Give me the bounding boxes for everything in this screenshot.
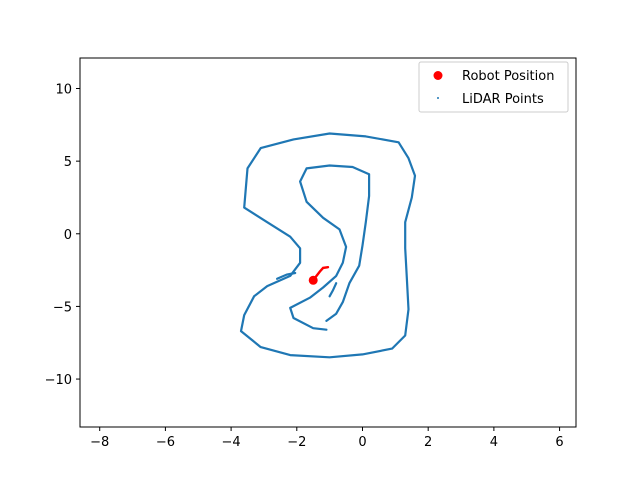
legend-box [418, 61, 569, 113]
robot-position-marker [308, 275, 318, 285]
legend-marker-robot-position [433, 71, 443, 80]
legend: Robot Position LiDAR Points [418, 61, 569, 113]
lidar-fragment [328, 282, 338, 298]
legend-marker-lidar-points [437, 97, 439, 99]
y-tick-label: −5 [53, 300, 72, 315]
x-axis: −8 −6 −4 −2 0 2 4 6 [90, 427, 564, 450]
axes-frame [79, 57, 577, 428]
x-tick-label: 6 [555, 435, 563, 450]
x-tick-label: −8 [90, 435, 109, 450]
x-tick-label: −2 [287, 435, 306, 450]
x-tick-label: −6 [156, 435, 175, 450]
x-tick-label: 2 [424, 435, 432, 450]
legend-label-lidar-points: LiDAR Points [462, 92, 544, 107]
plot-area [239, 132, 417, 359]
x-tick-label: 4 [490, 435, 498, 450]
lidar-inner-loop [289, 164, 371, 331]
y-axis: −10 −5 0 5 10 [45, 83, 80, 388]
y-tick-label: 10 [55, 83, 72, 98]
y-tick-label: −10 [45, 373, 72, 388]
y-tick-label: 5 [64, 155, 72, 170]
y-tick-label: 0 [64, 228, 72, 243]
legend-label-robot-position: Robot Position [462, 69, 554, 84]
lidar-fragment [276, 271, 297, 280]
x-tick-label: −4 [222, 435, 241, 450]
x-tick-label: 0 [358, 435, 366, 450]
lidar-outer-loop [239, 132, 417, 359]
